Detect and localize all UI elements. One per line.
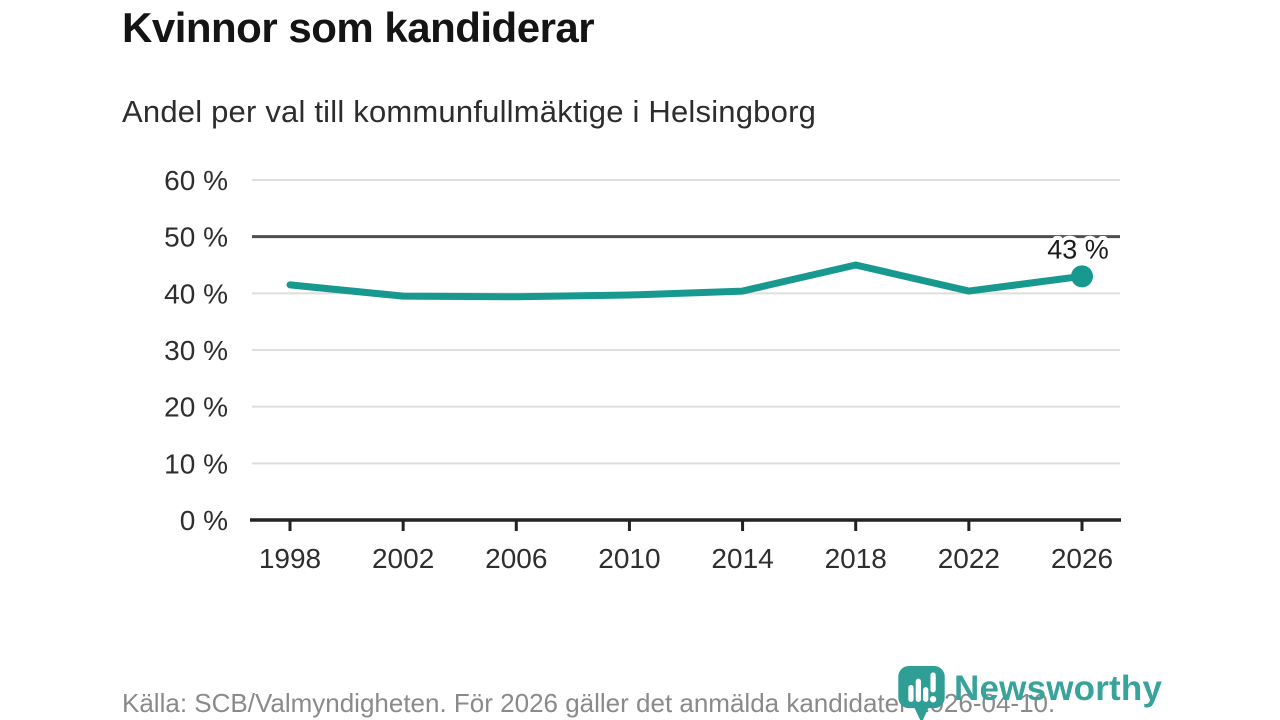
newsworthy-logo-icon xyxy=(898,666,945,720)
x-tick-label: 2006 xyxy=(485,543,547,574)
newsworthy-logo-text: Newsworthy xyxy=(954,669,1163,708)
y-tick-label: 20 % xyxy=(164,392,228,423)
y-tick-label: 40 % xyxy=(164,278,228,309)
end-point-value-label: 43 % xyxy=(1047,234,1109,264)
x-tick-label: 2022 xyxy=(938,543,1000,574)
y-tick-label: 30 % xyxy=(164,335,228,366)
y-tick-label: 10 % xyxy=(164,448,228,479)
y-tick-label: 0 % xyxy=(180,505,228,536)
line-chart: 0 % 10 % 20 % 30 % 40 % 50 % 60 % 1998 2002 2006 2… xyxy=(164,165,1121,574)
x-tick-label: 1998 xyxy=(259,543,321,574)
x-tick-label: 2026 xyxy=(1051,543,1113,574)
newsworthy-logo: Newsworthy xyxy=(898,666,1162,720)
chart-title: Kvinnor som kandiderar xyxy=(122,4,595,51)
x-tick-label: 2010 xyxy=(598,543,660,574)
x-tick-label: 2018 xyxy=(825,543,887,574)
chart-subtitle: Andel per val till kommunfullmäktige i H… xyxy=(122,94,817,129)
x-tick-label: 2002 xyxy=(372,543,434,574)
data-line xyxy=(286,261,1086,301)
y-tick-label: 60 % xyxy=(164,165,228,196)
y-tick-label: 50 % xyxy=(164,222,228,253)
end-point-marker xyxy=(1071,265,1093,288)
x-tick-label: 2014 xyxy=(711,543,773,574)
